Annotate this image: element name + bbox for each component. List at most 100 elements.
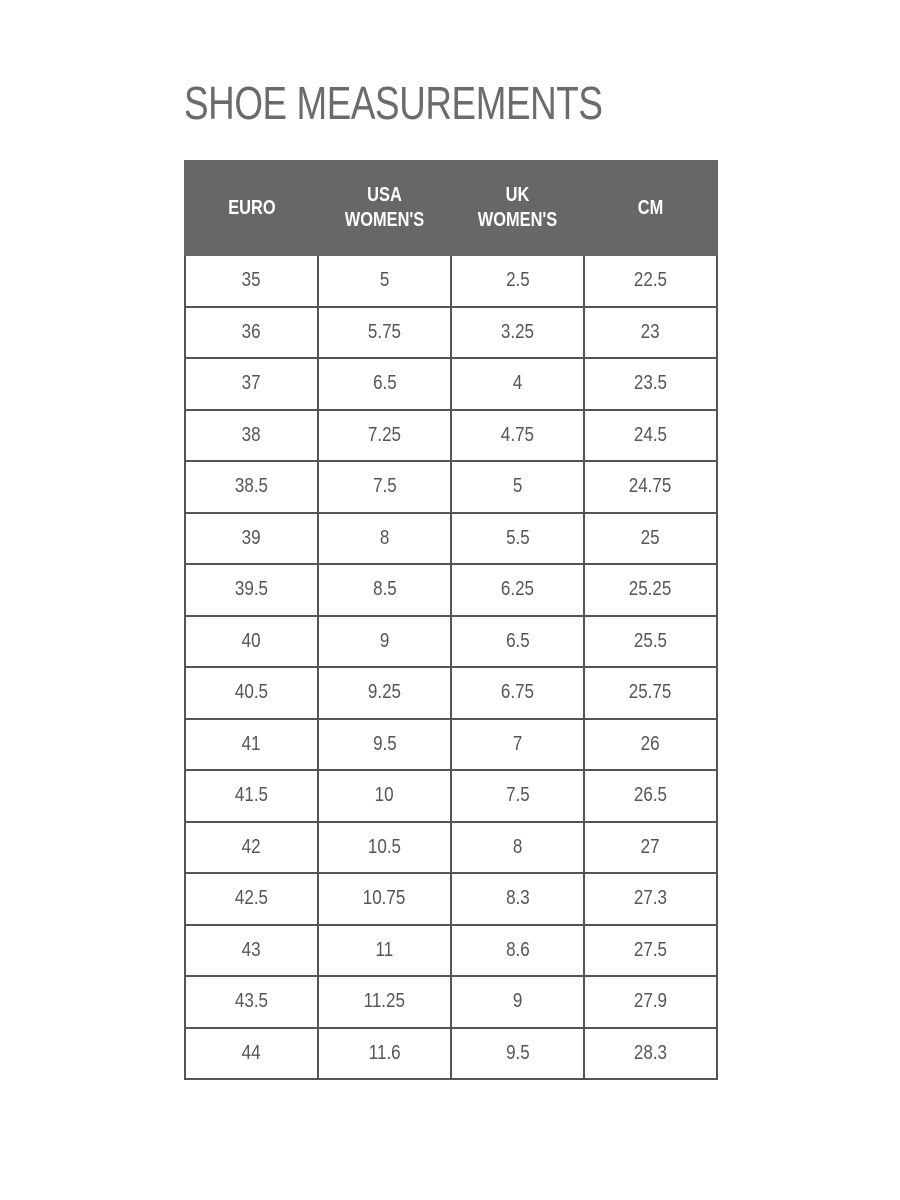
cell-value: 27.3	[633, 887, 668, 910]
table-cell: 35	[184, 254, 319, 308]
cell-value: 38	[242, 423, 261, 446]
cell-value: 4	[512, 372, 523, 395]
size-table: EURO USA WOMEN'S UK WOMEN'S CM 35 5 2.5 22.5 36 5.…	[184, 160, 718, 1080]
table-cell: 27.3	[583, 872, 718, 926]
table-row: 36 5.75 3.25 23	[184, 305, 718, 359]
cell-value: 39	[242, 526, 261, 549]
cell-value: 5.5	[505, 526, 530, 549]
cell-value: 25.25	[629, 578, 672, 601]
cell-value: 24.75	[629, 475, 672, 498]
cell-value: 38.5	[234, 475, 269, 498]
table-cell: 8	[317, 511, 452, 565]
cell-value: 9	[512, 990, 523, 1013]
table-cell: 6.25	[450, 563, 585, 617]
table-cell: 9.25	[317, 666, 452, 720]
table-cell: 8	[450, 820, 585, 874]
cell-value: 42.5	[234, 887, 269, 910]
table-cell: 11.6	[317, 1026, 452, 1080]
table-cell: 25	[583, 511, 718, 565]
table-cell: 8.3	[450, 872, 585, 926]
table-cell: 41	[184, 717, 319, 771]
table-row: 42.5 10.75 8.3 27.3	[184, 872, 718, 926]
cell-value: 41	[242, 732, 261, 755]
cell-value: 25.5	[633, 629, 668, 652]
table-row: 39 8 5.5 25	[184, 511, 718, 565]
column-header: UK WOMEN'S	[450, 160, 585, 256]
header-row: EURO USA WOMEN'S UK WOMEN'S CM	[184, 160, 718, 256]
table-cell: 5	[450, 460, 585, 514]
cell-value: 26.5	[633, 784, 668, 807]
table-cell: 4	[450, 357, 585, 411]
table-row: 39.5 8.5 6.25 25.25	[184, 563, 718, 617]
table-cell: 24.5	[583, 408, 718, 462]
table-cell: 23.5	[583, 357, 718, 411]
table-row: 40.5 9.25 6.75 25.75	[184, 666, 718, 720]
table-cell: 9	[450, 975, 585, 1029]
table-row: 35 5 2.5 22.5	[184, 254, 718, 308]
table-cell: 44	[184, 1026, 319, 1080]
table-cell: 23	[583, 305, 718, 359]
table-row: 41.5 10 7.5 26.5	[184, 769, 718, 823]
table-cell: 10.75	[317, 872, 452, 926]
cell-value: 6.5	[505, 629, 530, 652]
cell-value: 9.5	[505, 1041, 530, 1064]
table-cell: 2.5	[450, 254, 585, 308]
cell-value: 35	[242, 269, 261, 292]
table-cell: 27.5	[583, 923, 718, 977]
table-cell: 8.5	[317, 563, 452, 617]
table-cell: 7.5	[317, 460, 452, 514]
cell-value: 4.75	[500, 423, 535, 446]
column-header-text: UK	[505, 184, 530, 206]
table-cell: 28.3	[583, 1026, 718, 1080]
table-cell: 6.75	[450, 666, 585, 720]
cell-value: 40	[242, 629, 261, 652]
cell-value: 39.5	[234, 578, 269, 601]
table-cell: 43.5	[184, 975, 319, 1029]
cell-value: 3.25	[500, 320, 535, 343]
cell-value: 2.5	[505, 269, 530, 292]
column-header-text: WOMEN'S	[477, 209, 558, 231]
table-cell: 5.5	[450, 511, 585, 565]
table-cell: 10.5	[317, 820, 452, 874]
table-cell: 5	[317, 254, 452, 308]
cell-value: 7	[512, 732, 523, 755]
cell-value: 10.5	[367, 835, 402, 858]
cell-value: 5	[512, 475, 523, 498]
column-header-text: CM	[637, 196, 664, 219]
cell-value: 10.75	[363, 887, 406, 910]
table-cell: 11	[317, 923, 452, 977]
column-header: CM	[583, 160, 718, 256]
table-cell: 4.75	[450, 408, 585, 462]
column-header: EURO	[184, 160, 319, 256]
cell-value: 8	[512, 835, 523, 858]
cell-value: 8	[379, 526, 390, 549]
table-row: 43.5 11.25 9 27.9	[184, 975, 718, 1029]
table-cell: 6.5	[317, 357, 452, 411]
cell-value: 5.75	[367, 320, 402, 343]
cell-value: 43.5	[234, 990, 269, 1013]
cell-value: 25.75	[629, 681, 672, 704]
cell-value: 26	[641, 732, 660, 755]
cell-value: 36	[242, 320, 261, 343]
cell-value: 7.5	[372, 475, 397, 498]
table-cell: 27.9	[583, 975, 718, 1029]
table-cell: 6.5	[450, 614, 585, 668]
cell-value: 7.5	[505, 784, 530, 807]
cell-value: 27.5	[633, 938, 668, 961]
table-cell: 9.5	[317, 717, 452, 771]
table-cell: 11.25	[317, 975, 452, 1029]
table-cell: 26.5	[583, 769, 718, 823]
cell-value: 9.25	[367, 681, 402, 704]
table-cell: 9.5	[450, 1026, 585, 1080]
table-cell: 39	[184, 511, 319, 565]
table-row: 40 9 6.5 25.5	[184, 614, 718, 668]
column-header-text: USA	[367, 184, 402, 206]
table-cell: 25.25	[583, 563, 718, 617]
cell-value: 37	[242, 372, 261, 395]
table-cell: 8.6	[450, 923, 585, 977]
cell-value: 8.6	[505, 938, 530, 961]
table-cell: 10	[317, 769, 452, 823]
cell-value: 23.5	[633, 372, 668, 395]
table-cell: 25.5	[583, 614, 718, 668]
column-header: USA WOMEN'S	[317, 160, 452, 256]
